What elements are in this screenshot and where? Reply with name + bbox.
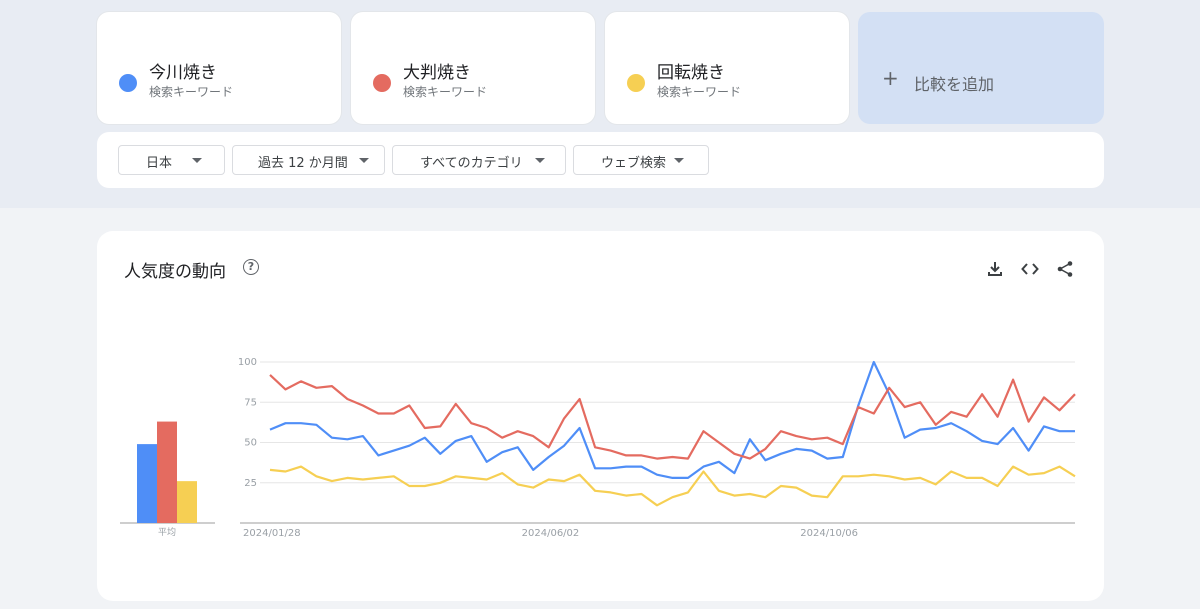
y-tick-label: 25 [244,478,257,489]
term-card-2[interactable]: 大判焼き 検索キーワード [351,12,595,124]
series-line [269,360,1075,479]
term-card-1[interactable]: 今川焼き 検索キーワード [97,12,341,124]
term-color-dot [627,74,645,92]
average-bar [157,421,177,523]
region-dropdown[interactable]: 日本 [118,145,225,175]
share-icon[interactable] [1056,260,1074,278]
filter-bar: 日本 過去 12 か月間 すべてのカテゴリ ウェブ検索 [97,132,1104,188]
region-label: 日本 [146,156,173,171]
y-tick-label: 100 [238,357,257,368]
average-bar [137,444,157,523]
term-card-3[interactable]: 回転焼き 検索キーワード [605,12,849,124]
search-type-label: ウェブ検索 [601,156,667,171]
category-dropdown[interactable]: すべてのカテゴリ [392,145,566,175]
period-dropdown[interactable]: 過去 12 か月間 [232,145,385,175]
plus-icon: + [882,66,899,90]
y-tick-label: 50 [244,438,257,449]
panel-title: 人気度の動向 [124,262,226,282]
add-comparison-label: 比較を追加 [914,75,995,94]
term-color-dot [119,74,137,92]
x-tick-label: 2024/01/28 [243,528,301,539]
term-name: 大判焼き [403,63,471,83]
chevron-down-icon [359,158,369,163]
term-name: 今川焼き [149,63,217,83]
y-tick-label: 75 [244,397,257,408]
add-comparison-button[interactable]: + 比較を追加 [858,12,1104,124]
average-bar [177,481,197,523]
term-type-label: 検索キーワード [657,85,742,99]
search-type-dropdown[interactable]: ウェブ検索 [573,145,709,175]
average-label: 平均 [158,526,176,538]
chevron-down-icon [674,158,684,163]
x-tick-label: 2024/10/06 [800,528,858,539]
help-icon[interactable]: ? [243,259,259,275]
period-label: 過去 12 か月間 [258,156,348,171]
category-label: すべてのカテゴリ [420,156,523,171]
term-name: 回転焼き [657,63,725,83]
download-icon[interactable] [986,260,1004,278]
series-line [269,465,1076,507]
x-tick-label: 2024/06/02 [522,528,580,539]
term-color-dot [373,74,391,92]
series-line [269,374,1076,460]
interest-over-time-panel: 人気度の動向 ? [97,231,1104,601]
chevron-down-icon [535,158,545,163]
term-type-label: 検索キーワード [403,85,488,99]
term-type-label: 検索キーワード [149,85,234,99]
embed-code-icon[interactable] [1021,260,1039,278]
chevron-down-icon [192,158,202,163]
